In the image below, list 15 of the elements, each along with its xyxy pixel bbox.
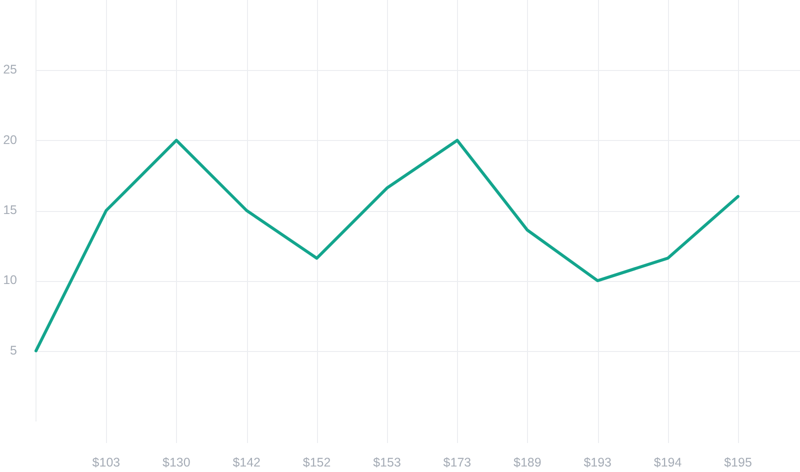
x-tick-label: $130 (162, 455, 190, 470)
x-tick-label: $194 (654, 455, 682, 470)
x-tick-label: $142 (232, 455, 261, 470)
y-tick-label: 10 (3, 273, 18, 288)
x-tick-label: $195 (724, 455, 752, 470)
x-tick-label: $173 (443, 455, 472, 470)
x-tick-label: $189 (513, 455, 542, 470)
y-tick-label: 20 (3, 132, 18, 147)
y-tick-label: 15 (3, 202, 18, 217)
x-tick-label: $153 (373, 455, 401, 470)
y-tick-label: 5 (10, 343, 18, 358)
x-tick-label: $103 (92, 455, 120, 470)
y-tick-label: 25 (3, 62, 18, 77)
x-tick-label: $152 (302, 455, 331, 470)
x-tick-label: $193 (584, 455, 612, 470)
